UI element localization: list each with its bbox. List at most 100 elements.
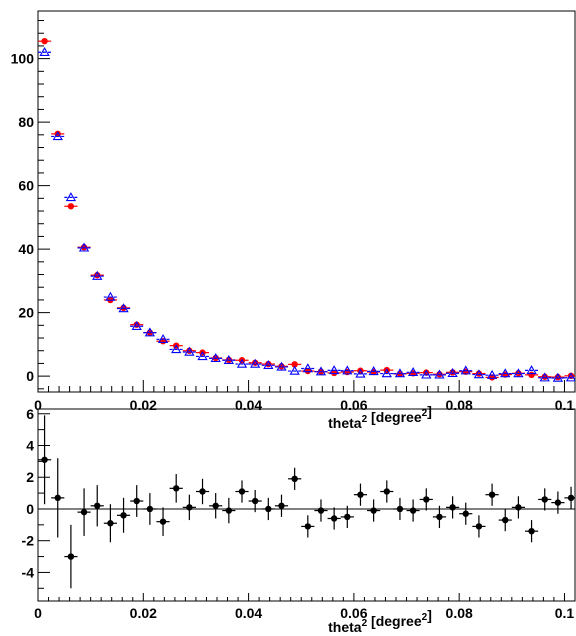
data-point (423, 496, 430, 503)
data-point (133, 321, 140, 328)
data-point (421, 369, 432, 379)
data-point (541, 496, 548, 503)
plot-area (38, 37, 575, 382)
plot-frame (37, 10, 576, 393)
data-point (107, 520, 114, 527)
data-point (157, 333, 169, 343)
y-tick-label: 100 (11, 51, 35, 67)
data-point (515, 504, 522, 511)
x-tick-label: 0.04 (235, 397, 262, 413)
data-point (486, 369, 498, 379)
data-point (317, 507, 325, 514)
data-point (41, 37, 48, 45)
data-point (120, 512, 127, 519)
data-point (436, 513, 443, 521)
x-axis-title-text: theta (328, 415, 362, 431)
x-tick-label: 0.1 (555, 397, 575, 413)
data-point (368, 366, 379, 376)
data-point (526, 365, 537, 375)
data-point (199, 488, 206, 495)
y-tick-label: 0 (26, 501, 34, 517)
data-point (567, 494, 575, 502)
data-point (94, 502, 101, 509)
data-point (565, 372, 575, 382)
plot-area (38, 415, 575, 589)
data-point (171, 344, 182, 354)
data-point (133, 497, 140, 505)
data-point (381, 368, 392, 378)
x-axis-title-superscript: 2 (362, 618, 368, 629)
data-point (554, 373, 562, 381)
data-point (78, 242, 90, 252)
y-tick-label: 40 (18, 241, 34, 257)
data-point (302, 363, 313, 373)
data-point (528, 371, 535, 379)
x-axis-title-superscript: 2 (422, 612, 428, 623)
data-point (434, 369, 445, 379)
x-axis-title: theta2 [degree2] (328, 607, 432, 635)
data-point (488, 374, 496, 381)
data-point (225, 507, 233, 514)
x-axis-title-text: [degree (367, 409, 422, 425)
data-point (289, 365, 300, 375)
data-point (344, 513, 351, 521)
y-tick-label: -4 (22, 564, 35, 580)
data-point (278, 502, 285, 509)
data-point (250, 358, 261, 368)
data-point (513, 368, 524, 378)
x-tick-label: 0.08 (446, 397, 473, 413)
data-point (488, 491, 496, 498)
data-point (186, 347, 193, 354)
data-point (291, 475, 298, 483)
data-point (67, 553, 75, 560)
data-point (447, 367, 458, 377)
data-point (265, 360, 272, 368)
series-open-triangle (38, 46, 575, 382)
y-tick-label: 0 (26, 368, 34, 384)
data-point (65, 192, 77, 202)
data-point (541, 373, 548, 380)
data-point (238, 488, 246, 495)
data-point (223, 354, 234, 364)
data-point (475, 370, 483, 377)
y-tick-label: 6 (26, 406, 34, 422)
data-point (197, 351, 208, 361)
data-point (210, 353, 221, 363)
data-point (39, 46, 50, 56)
data-point (263, 360, 274, 370)
data-point (80, 508, 88, 516)
data-point (118, 303, 129, 313)
x-axis-title-text: ] (427, 607, 432, 623)
data-point (407, 367, 419, 377)
data-point (330, 369, 338, 377)
data-point (462, 510, 469, 517)
data-point (172, 485, 180, 492)
data-point (460, 365, 471, 375)
data-point (144, 327, 156, 337)
x-axis-title-superscript: 2 (362, 414, 368, 425)
x-tick-label: 0.02 (130, 605, 157, 621)
data-point (554, 499, 562, 506)
x-tick-label: 0.04 (235, 605, 262, 621)
data-point (552, 372, 564, 382)
data-point (370, 507, 377, 514)
data-point (291, 361, 298, 368)
data-point (539, 372, 550, 382)
data-point (251, 497, 259, 505)
x-axis-title: theta2 [degree2] (328, 403, 432, 431)
x-tick-label: 0.08 (446, 605, 473, 621)
x-tick-label: 0 (34, 397, 42, 413)
data-point (449, 369, 456, 376)
data-point (304, 523, 312, 530)
data-point (357, 491, 364, 498)
x-tick-label: 0.1 (555, 605, 575, 621)
x-tick-label: 0.02 (130, 397, 157, 413)
data-point (52, 131, 63, 141)
data-point (276, 361, 287, 371)
data-point (449, 504, 456, 511)
data-point (355, 368, 366, 378)
data-point (236, 358, 248, 368)
x-tick-label: 0.06 (340, 397, 367, 413)
data-point (383, 488, 390, 495)
